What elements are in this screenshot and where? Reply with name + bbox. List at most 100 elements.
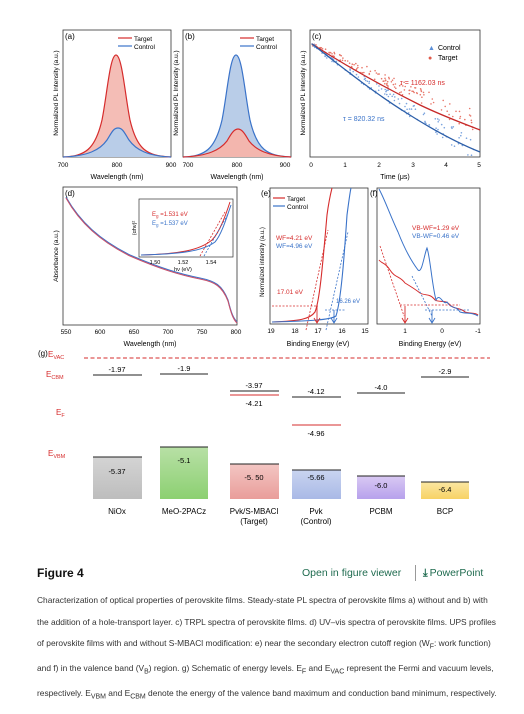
x-tick-800: 800	[232, 162, 243, 169]
bcp-vb-block	[421, 482, 469, 499]
panel-d-target-curve	[65, 197, 238, 324]
target-decay-point	[452, 115, 454, 118]
nio-lumo-value: -1.97	[108, 365, 125, 374]
control-decay-point	[384, 88, 387, 91]
x-tick-18: 18	[291, 328, 299, 335]
panel-d-ylabel: Absorbance (a.u.)	[53, 230, 60, 282]
target-decay-point	[448, 113, 450, 116]
panel-g-label: (g)	[38, 349, 48, 358]
control-decay-point	[389, 93, 391, 95]
panel-e-frame	[269, 187, 369, 325]
x-tick-900: 900	[280, 162, 291, 169]
target-decay-point	[380, 77, 383, 80]
x-tick-17: 17	[314, 328, 322, 335]
target-decay-point	[416, 92, 419, 95]
target-decay-point	[408, 92, 411, 95]
control-decay-point	[387, 95, 390, 98]
control-decay-point	[465, 137, 468, 139]
legend-target-marker: ●	[428, 55, 432, 62]
control-decay-point	[460, 134, 462, 137]
panel-f-frame	[376, 187, 481, 325]
inset-control-curve	[140, 204, 232, 256]
target-decay-point	[357, 64, 359, 67]
control-decay-point	[435, 127, 437, 129]
target-decay-point	[384, 74, 386, 76]
legend-control: Control	[287, 204, 309, 211]
target-decay-point	[398, 91, 401, 94]
target-decay-point	[374, 69, 376, 72]
panel-b-label: (b)	[185, 32, 195, 41]
target-decay-point	[346, 60, 349, 62]
legend-control: Control	[134, 44, 156, 51]
panel-b-control-curve	[182, 54, 292, 158]
legend-target: Target	[287, 196, 305, 203]
open-in-figure-viewer-link[interactable]: Open in figure viewer	[302, 567, 402, 579]
caption-segment: denote the energy of the valence band ma…	[145, 688, 497, 699]
target-decay-point	[459, 117, 461, 120]
control-decay-point	[380, 88, 383, 90]
caption-segment: and E	[306, 663, 331, 674]
target-lumo-value: -3.97	[245, 381, 262, 390]
control-decay-point	[404, 105, 406, 108]
pcbm-vb-block	[357, 476, 405, 499]
control-decay-point	[364, 79, 367, 82]
control-decay-point	[398, 102, 401, 105]
control-decay-point	[412, 105, 415, 107]
control-decay-point	[386, 89, 388, 92]
control-decay-point	[408, 108, 411, 110]
target-decay-point	[411, 90, 413, 92]
panel-a-target-fill	[63, 55, 171, 157]
target-decay-point	[357, 66, 359, 69]
vb-control-label: VB-WF=0.46 eV	[412, 233, 460, 240]
panel-c-frame	[309, 29, 481, 158]
control-decay-point	[366, 80, 369, 83]
target-decay-point	[378, 73, 381, 75]
panel-b-ylabel: Normalized PL Intensity (a.u.)	[173, 50, 180, 135]
tau-target-label: τ = 1162.03 ns	[400, 80, 445, 87]
panel-e-xlabel: Binding Energy (eV)	[287, 341, 350, 348]
target-decay-point	[420, 89, 422, 91]
panel-a-xlabel: Wavelength (nm)	[90, 174, 143, 181]
x-tick-600: 600	[95, 329, 106, 336]
powerpoint-link[interactable]: ⤓ PowerPoint	[423, 567, 483, 580]
x-tick-15: 15	[361, 328, 369, 335]
target-decay-point	[398, 84, 401, 87]
panel-c-control-fit	[311, 43, 481, 153]
target-decay-point	[413, 91, 415, 94]
x-tick-0: 0	[440, 328, 444, 335]
control-decay-point	[391, 95, 394, 98]
panel-b-control-fill	[183, 55, 291, 157]
pcbm-name: PCBM	[369, 507, 392, 516]
caption-sub: F	[301, 668, 307, 676]
panel-c: (c) ▲ Control ● Target τ = 1162.03 ns τ …	[300, 29, 481, 181]
panel-d-frame	[62, 186, 238, 326]
target-decay-point	[430, 103, 432, 105]
control-name: Pvk	[309, 507, 323, 516]
control-decay-point	[424, 121, 426, 124]
panel-b-xlabel: Wavelength (nm)	[210, 174, 263, 181]
target-decay-point	[384, 82, 386, 85]
panel-a-control-fill	[63, 128, 171, 157]
target-decay-point	[468, 107, 471, 110]
caption-segment: represent the Fermi and vacuum levels, r…	[37, 663, 494, 699]
panel-c-ylabel: Normalized PL intensity (a.u.)	[300, 50, 307, 135]
target-decay-point	[444, 105, 447, 108]
control-decay-point	[397, 98, 400, 100]
target-decay-point	[458, 110, 461, 113]
control-decay-point	[440, 123, 443, 126]
control-decay-point	[349, 68, 351, 70]
caption-sub: F	[429, 643, 434, 651]
evbm-label: EVBM	[48, 449, 66, 460]
target-decay-point	[440, 109, 443, 111]
target-decay-point	[328, 51, 330, 54]
legend-target: Target	[438, 55, 458, 62]
target-decay-point	[373, 78, 376, 81]
target-decay-point	[342, 57, 344, 59]
target-decay-point	[356, 67, 358, 70]
inset-x-tick-150: 1.50	[150, 260, 161, 266]
target-decay-point	[384, 77, 386, 80]
control-decay-point	[438, 119, 440, 121]
target-decay-point	[414, 87, 416, 89]
target-decay-point	[420, 90, 423, 93]
control-vb-arrow	[428, 310, 436, 324]
